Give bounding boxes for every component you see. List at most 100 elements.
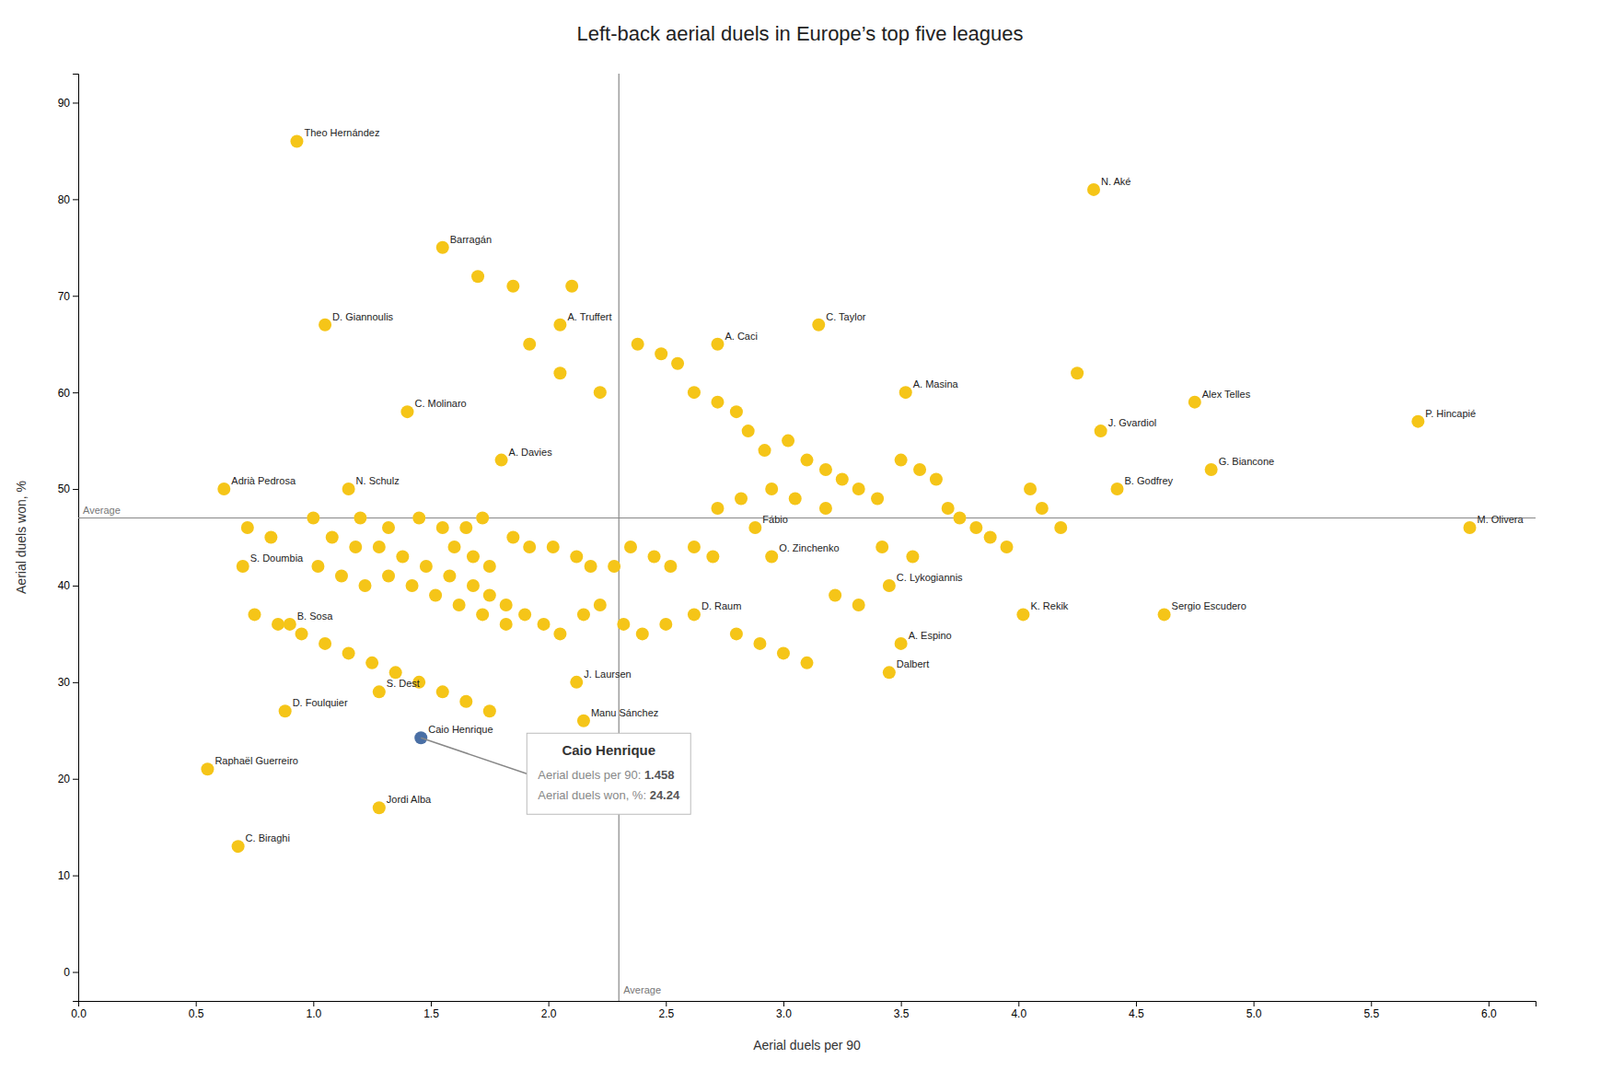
point [894,453,908,467]
y-tick-mark [72,102,79,104]
x-tick: 0.5 [188,1000,205,1021]
point [882,579,896,592]
y-tick-label: 60 [57,385,71,399]
point [459,695,473,708]
point-label: C. Biraghi [245,832,290,844]
point [1016,607,1030,621]
point [264,531,278,545]
y-tick-label: 20 [57,772,71,786]
x-tick: 6.0 [1481,1000,1497,1021]
x-tick-mark [1488,1000,1490,1007]
point [800,453,814,467]
point [687,540,701,554]
point [577,714,591,728]
y-tick-mark [72,778,79,780]
point [400,405,414,418]
x-tick: 1.0 [305,1000,322,1021]
point [894,637,908,650]
point [941,501,955,515]
x-tick-label: 1.5 [423,1007,440,1021]
point [1411,415,1425,429]
point [295,626,309,640]
point-label: B. Godfrey [1124,475,1174,487]
point [325,531,339,545]
x-tick-label: 0.0 [70,1007,87,1021]
point [569,549,583,563]
point [483,588,497,602]
point [348,540,362,554]
series-points [241,269,1084,718]
point [306,511,320,525]
point [342,482,356,496]
point [753,637,766,650]
point [271,617,285,631]
x-tick: 4.0 [1010,1000,1027,1021]
point [1000,540,1014,554]
point-label: J. Gvardiol [1108,417,1158,429]
point [1087,183,1101,197]
x-tick-mark [313,1000,314,1007]
point-label: P. Hincapié [1425,407,1476,419]
x-tick: 1.5 [423,1000,440,1021]
point [624,540,638,554]
point [710,395,724,409]
point [318,318,332,332]
point [546,540,560,554]
x-tick-label: 0.5 [188,1007,205,1021]
point-label: Adrià Pedrosa [231,475,297,487]
point [353,511,367,525]
point [200,762,214,776]
annotation-line-value: 24.24 [649,788,681,802]
point [499,598,513,612]
point [217,482,231,496]
y-tick-mark [72,585,79,587]
point [875,540,889,554]
average-label: Average [623,984,661,996]
point [671,357,685,371]
point [913,463,927,476]
x-tick-label: 3.5 [893,1007,910,1021]
point [537,617,551,631]
x-tick-mark [548,1000,550,1007]
point [748,521,762,534]
point-label: Caio Henrique [428,723,493,735]
point-label: D. Giannoulis [332,311,395,323]
plot-area [78,73,1536,1001]
point [475,511,489,525]
point [389,665,403,679]
point [475,607,489,621]
point [663,559,677,573]
x-tick: 0.0 [70,1000,87,1021]
x-tick-mark [1253,1000,1255,1007]
x-tick: 5.5 [1363,1000,1380,1021]
point [593,385,607,399]
point [800,656,814,670]
point-label: Sergio Escudero [1171,600,1247,612]
point [593,598,607,612]
point [1463,521,1477,534]
x-tick: 3.5 [893,1000,910,1021]
y-axis: 0102030405060708090 [57,74,80,1002]
point [365,656,379,670]
x-tick: 3.0 [776,1000,792,1021]
point-label: Raphaël Guerreiro [214,754,299,766]
point [419,559,433,573]
y-tick-mark [72,488,79,490]
point [522,540,536,554]
point [395,549,409,563]
x-axis: 0.00.51.01.52.02.53.03.54.04.55.05.56.0 [70,1000,1536,1021]
point [730,405,743,418]
point [553,366,567,380]
point-label: Fábio [762,513,789,525]
point [436,241,450,255]
point [687,385,701,399]
point [742,424,755,438]
point [969,521,983,534]
point-label: S. Dest [386,677,420,689]
point [758,443,772,457]
point [819,501,833,515]
point [765,549,778,563]
chart: Left-back aerial duels in Europe’s top f… [0,0,1600,1070]
x-tick-label: 6.0 [1481,1007,1497,1021]
point-label: G. Biancone [1218,455,1276,467]
